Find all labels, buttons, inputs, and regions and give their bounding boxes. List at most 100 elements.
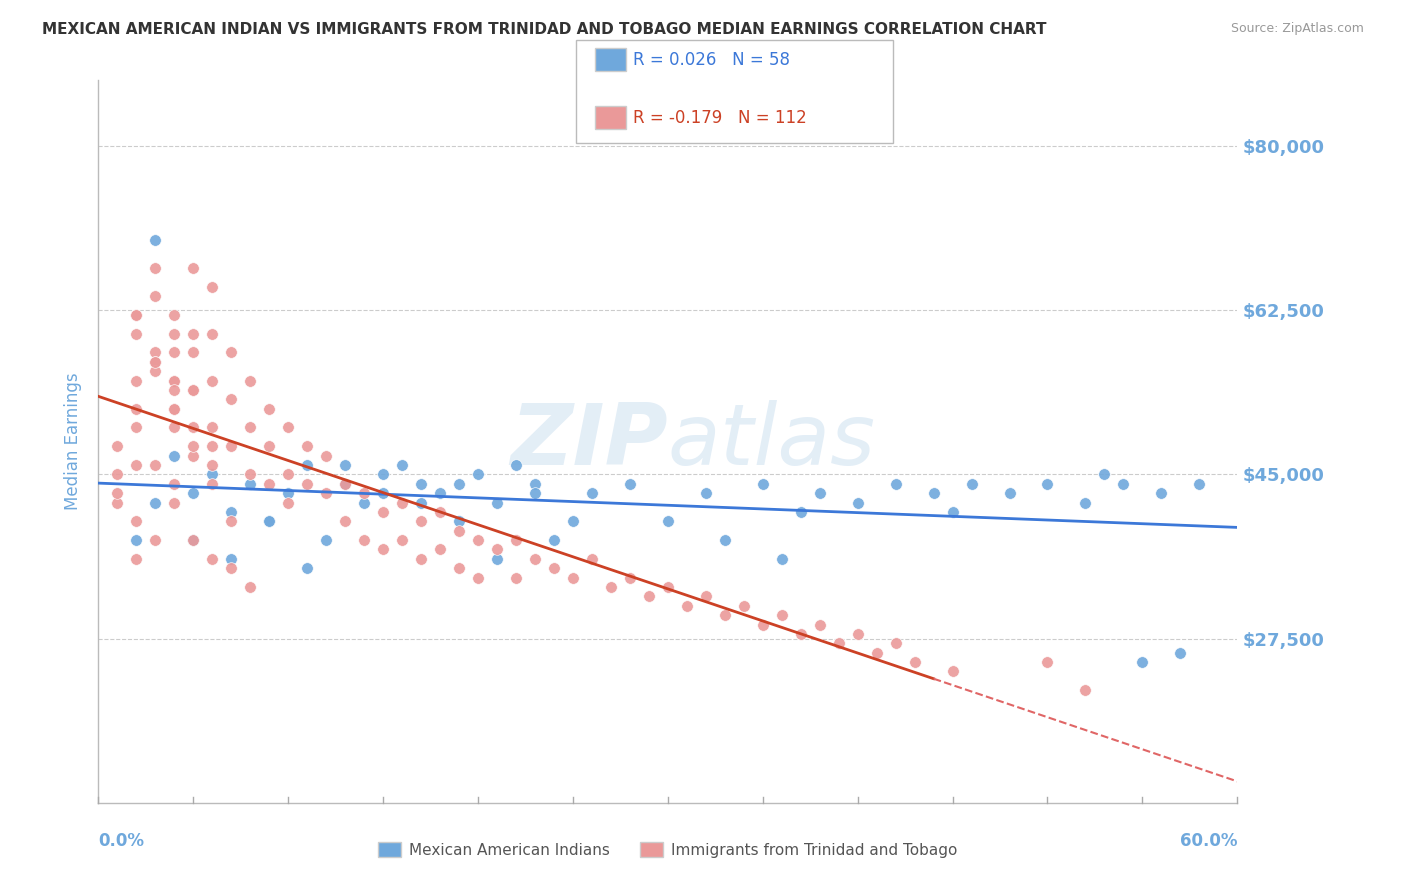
Point [429,542,451,557]
Point [998,486,1021,500]
Point [201,458,224,472]
Point [714,533,737,547]
Point [201,326,224,341]
Point [201,467,224,482]
Point [486,495,509,509]
Point [335,514,357,528]
Point [790,505,813,519]
Point [201,279,224,293]
Point [543,533,565,547]
Point [866,646,889,660]
Point [163,420,186,434]
Point [145,355,167,369]
Point [125,551,148,566]
Point [163,374,186,388]
Point [277,495,299,509]
Point [163,326,186,341]
Point [183,383,205,397]
Point [1094,467,1116,482]
Point [125,326,148,341]
Point [770,551,793,566]
Point [163,383,186,397]
Point [1112,476,1135,491]
Point [163,374,186,388]
Point [335,476,357,491]
Point [315,449,337,463]
Text: atlas: atlas [668,400,876,483]
Point [183,486,205,500]
Point [107,439,129,453]
Point [239,420,262,434]
Point [391,533,413,547]
Point [239,374,262,388]
Point [562,571,585,585]
Point [259,476,281,491]
Point [371,505,394,519]
Text: 60.0%: 60.0% [1180,831,1237,850]
Point [657,580,679,594]
Point [183,439,205,453]
Point [524,486,547,500]
Point [846,495,869,509]
Point [201,476,224,491]
Point [125,514,148,528]
Point [125,458,148,472]
Point [960,476,983,491]
Text: R = 0.026   N = 58: R = 0.026 N = 58 [633,51,790,69]
Point [467,467,489,482]
Point [411,551,433,566]
Point [145,495,167,509]
Point [163,308,186,322]
Point [125,420,148,434]
Point [411,476,433,491]
Text: ZIP: ZIP [510,400,668,483]
Point [145,260,167,275]
Point [752,617,775,632]
Point [125,533,148,547]
Point [239,476,262,491]
Point [315,486,337,500]
Point [449,561,471,575]
Text: Source: ZipAtlas.com: Source: ZipAtlas.com [1230,22,1364,36]
Point [183,533,205,547]
Point [714,608,737,623]
Point [581,486,603,500]
Point [619,571,641,585]
Point [1170,646,1192,660]
Point [201,439,224,453]
Point [221,505,243,519]
Point [486,551,509,566]
Point [449,476,471,491]
Point [221,439,243,453]
Point [297,561,319,575]
Point [846,627,869,641]
Point [449,514,471,528]
Point [391,458,413,472]
Point [353,486,375,500]
Point [277,420,299,434]
Point [1150,486,1173,500]
Point [467,571,489,585]
Point [429,486,451,500]
Point [1132,655,1154,669]
Point [543,561,565,575]
Point [411,514,433,528]
Point [183,260,205,275]
Point [335,458,357,472]
Point [239,580,262,594]
Point [259,439,281,453]
Point [638,590,661,604]
Point [808,486,831,500]
Point [125,401,148,416]
Point [221,561,243,575]
Point [581,551,603,566]
Point [562,514,585,528]
Point [449,524,471,538]
Point [733,599,755,613]
Point [297,439,319,453]
Point [183,533,205,547]
Point [183,449,205,463]
Point [125,308,148,322]
Point [676,599,699,613]
Point [163,401,186,416]
